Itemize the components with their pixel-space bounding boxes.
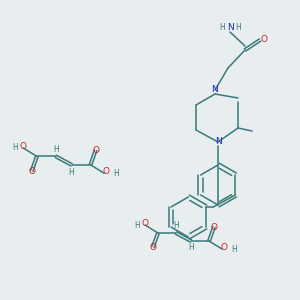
Text: H: H — [219, 23, 225, 32]
Text: N: N — [226, 23, 233, 32]
Text: O: O — [220, 242, 227, 251]
Text: O: O — [20, 142, 27, 152]
Text: N: N — [212, 85, 218, 94]
Text: O: O — [28, 167, 35, 176]
Text: H: H — [114, 169, 119, 178]
Text: H: H — [69, 168, 74, 177]
Text: H: H — [134, 220, 140, 230]
Text: O: O — [149, 242, 157, 251]
Text: O: O — [260, 35, 268, 44]
Text: N: N — [214, 137, 221, 146]
Text: H: H — [235, 23, 241, 32]
Text: O: O — [142, 220, 148, 229]
Text: H: H — [231, 244, 237, 253]
Text: O: O — [92, 146, 99, 154]
Text: H: H — [53, 145, 59, 154]
Text: O: O — [211, 223, 218, 232]
Text: H: H — [173, 221, 179, 230]
Text: H: H — [12, 143, 18, 152]
Text: H: H — [188, 244, 194, 253]
Text: O: O — [103, 167, 110, 176]
